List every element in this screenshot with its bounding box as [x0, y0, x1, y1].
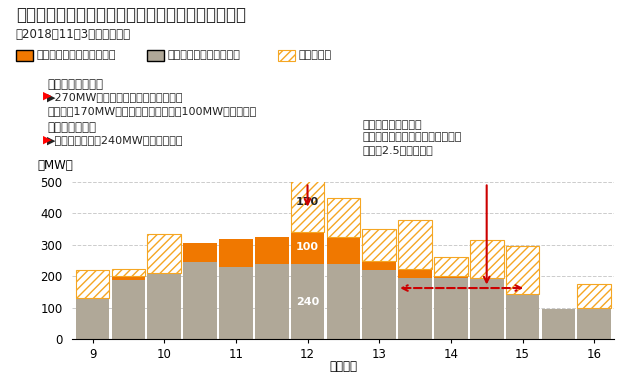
Text: 170: 170: [296, 197, 319, 207]
Text: （MW）: （MW）: [37, 159, 73, 172]
Bar: [219, 238, 253, 267]
Text: ▶270MWの抑制が予定されていたが、: ▶270MWの抑制が予定されていたが、: [47, 92, 184, 102]
Bar: [112, 276, 145, 279]
Text: 遠隔制御対応済みの: 遠隔制御対応済みの: [362, 120, 422, 130]
Bar: [362, 229, 396, 261]
Bar: [398, 268, 432, 278]
Bar: [76, 298, 110, 339]
Bar: [470, 278, 503, 339]
Bar: [147, 234, 181, 273]
Bar: [398, 220, 432, 268]
Text: 九州電力管内における太陽光発電所の出力抑制状況: 九州電力管内における太陽光発電所の出力抑制状況: [16, 6, 246, 24]
Bar: [183, 243, 217, 262]
Bar: [112, 268, 145, 276]
Bar: [147, 273, 181, 339]
Text: 当日解除分: 当日解除分: [299, 51, 332, 60]
Text: 100: 100: [296, 242, 319, 252]
Text: 抑制を2.5時間免れた: 抑制を2.5時間免れた: [362, 145, 433, 155]
X-axis label: （時刻）: （時刻）: [329, 360, 357, 373]
Bar: [290, 264, 324, 339]
Text: 遠隔制御対応済み: 遠隔制御対応済み: [47, 78, 103, 91]
Bar: [255, 264, 289, 339]
Bar: [398, 278, 432, 339]
Bar: [434, 278, 467, 339]
Bar: [542, 309, 575, 339]
Bar: [326, 237, 360, 264]
Bar: [434, 258, 467, 276]
Text: 遠隔制御対応済みの発電所: 遠隔制御対応済みの発電所: [37, 51, 116, 60]
Bar: [362, 270, 396, 339]
Text: ▶: ▶: [43, 91, 51, 101]
Bar: [290, 179, 324, 232]
Bar: [577, 308, 611, 339]
Bar: [506, 294, 539, 339]
Bar: [326, 264, 360, 339]
Text: 発電所では、当日の解除を反映し: 発電所では、当日の解除を反映し: [362, 132, 462, 142]
Text: （2018年11月3日のケース）: （2018年11月3日のケース）: [16, 28, 131, 41]
Bar: [112, 279, 145, 339]
Bar: [183, 262, 217, 339]
Bar: [506, 246, 539, 294]
Text: 遠隔対応未対応: 遠隔対応未対応: [47, 121, 96, 134]
Text: 当日に170MW分が解除されたことで100MWに留まった: 当日に170MW分が解除されたことで100MWに留まった: [47, 106, 256, 116]
Bar: [362, 261, 396, 270]
Bar: [76, 270, 110, 298]
Bar: [255, 237, 289, 264]
Bar: [470, 240, 503, 278]
Text: ▶予定に基づき、240MWが抑制された: ▶予定に基づき、240MWが抑制された: [47, 135, 184, 145]
Text: 遠隔制御未対応の発電所: 遠隔制御未対応の発電所: [168, 51, 241, 60]
Bar: [290, 232, 324, 264]
Bar: [219, 267, 253, 339]
Bar: [326, 198, 360, 237]
Bar: [434, 276, 467, 278]
Bar: [577, 284, 611, 308]
Text: 240: 240: [296, 297, 319, 307]
Text: ▶: ▶: [43, 134, 51, 144]
